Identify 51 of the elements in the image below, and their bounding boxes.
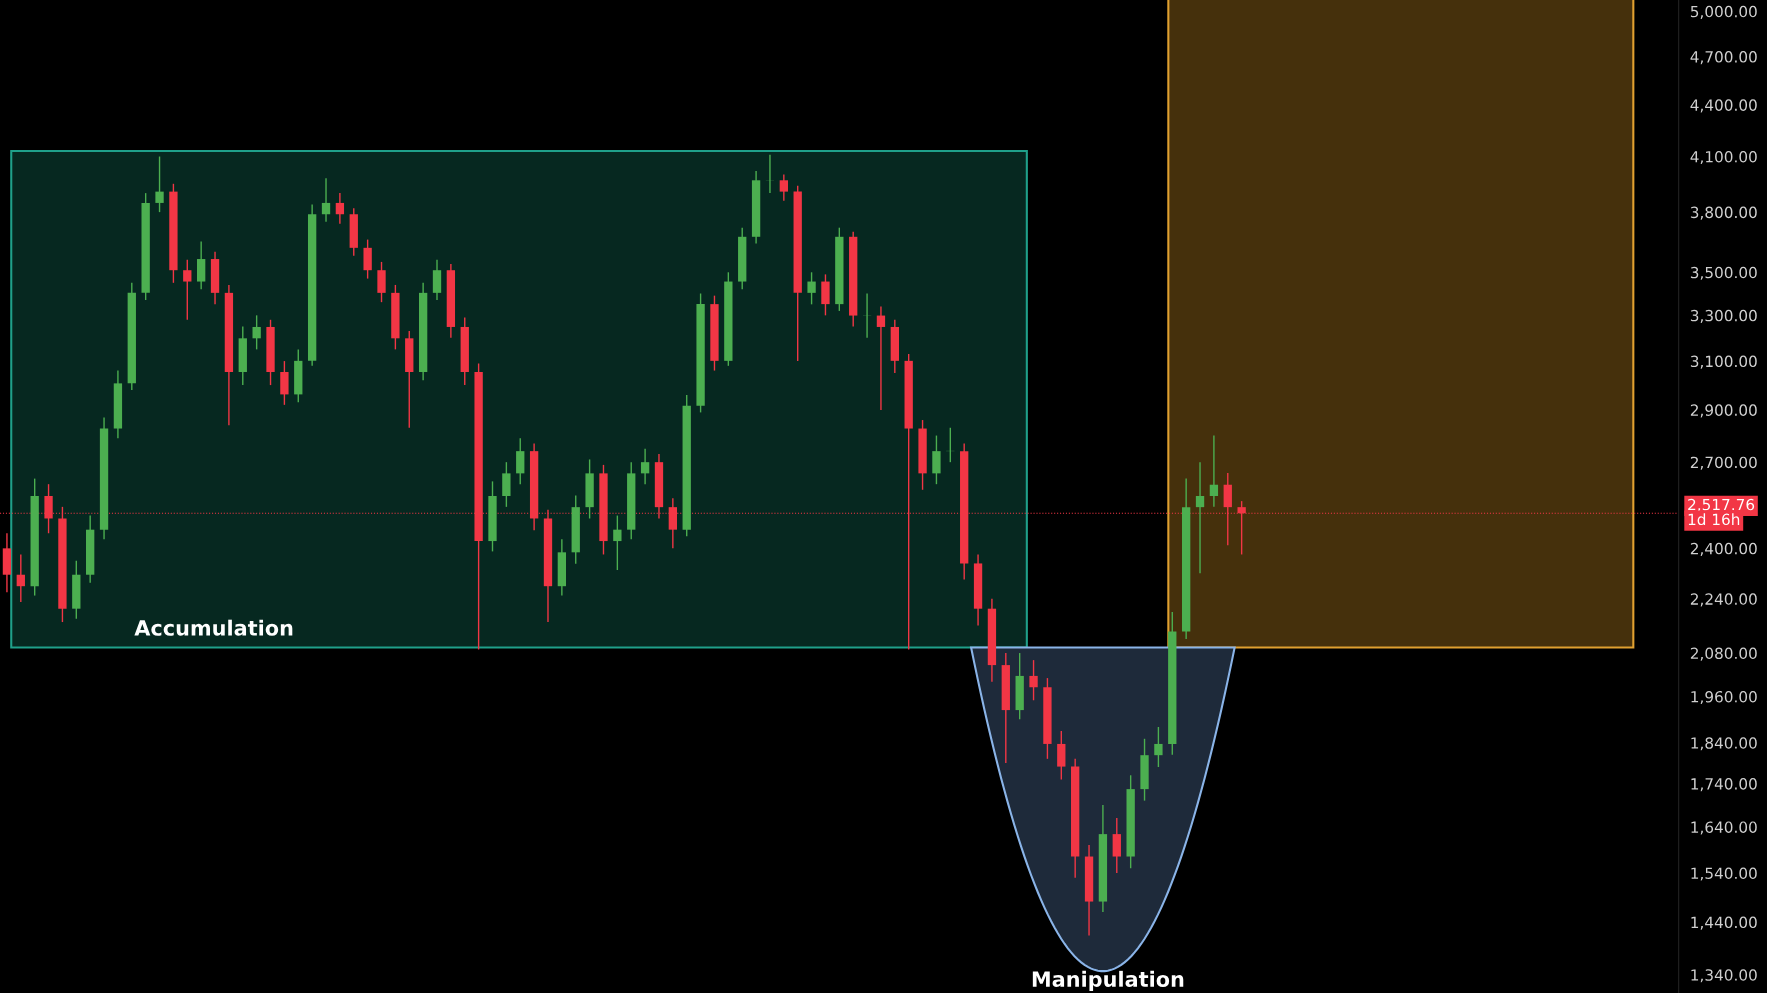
- y-tick-label: 3,500.00: [1690, 266, 1757, 280]
- y-tick-label: 3,300.00: [1690, 309, 1757, 323]
- y-tick-label: 4,700.00: [1690, 51, 1757, 65]
- candlestick: [155, 155, 164, 213]
- y-tick-label: 4,400.00: [1690, 99, 1757, 113]
- y-tick-label: 2,700.00: [1690, 456, 1757, 470]
- candlestick: [807, 271, 816, 306]
- candlestick: [516, 437, 525, 485]
- y-tick-label: 3,800.00: [1690, 206, 1757, 220]
- candlestick: [363, 238, 372, 280]
- candlestick: [1029, 659, 1038, 701]
- candlestick: [16, 553, 25, 603]
- y-tick-label: 5,000.00: [1690, 5, 1757, 19]
- candlestick: [779, 173, 788, 202]
- ref-line-label: 2,517.76: [1688, 498, 1755, 512]
- candlestick: [377, 261, 386, 303]
- annotation: Accumulation: [134, 619, 293, 636]
- annotation: Manipulation: [1032, 970, 1184, 992]
- candlestick: [1209, 434, 1219, 508]
- candlestick: [613, 514, 622, 571]
- y-tick-label: 3,100.00: [1690, 355, 1757, 369]
- y-tick-label: 2,240.00: [1690, 593, 1757, 607]
- candlestick: [335, 192, 345, 225]
- y-tick-label: 1,540.00: [1691, 867, 1757, 881]
- candlestick: [640, 448, 650, 485]
- candlestick: [1154, 726, 1163, 768]
- candlestick: [252, 314, 261, 351]
- y-tick-label: 2,900.00: [1690, 404, 1757, 418]
- y-tick-label: 1,340.00: [1691, 969, 1757, 983]
- y-tick-label: 1,440.00: [1691, 916, 1757, 930]
- candlestick: [876, 305, 886, 411]
- candlestick: [932, 434, 941, 485]
- candlestick: [1057, 730, 1066, 781]
- candlestick: [183, 259, 192, 321]
- y-tick-label: 4,100.00: [1690, 150, 1757, 165]
- candlestick: [821, 273, 830, 317]
- candlestick: [280, 360, 289, 406]
- candlestick: [502, 461, 511, 508]
- y-tick-label: 1,740.00: [1691, 778, 1757, 792]
- y-tick-label: 1,640.00: [1691, 821, 1757, 835]
- candlestick: [432, 259, 442, 301]
- y-tick-label: 1,960.00: [1691, 690, 1757, 705]
- candlestick: [862, 292, 872, 339]
- y-tick-label: 1,840.00: [1691, 737, 1757, 751]
- candlestick: [1112, 817, 1121, 874]
- text: 1d 16h: [1688, 513, 1740, 526]
- candlestick: [321, 177, 331, 223]
- candlestick: [197, 240, 206, 290]
- candlestick: [1195, 461, 1205, 574]
- y-tick-label: 2,080.00: [1690, 647, 1757, 661]
- y-tick-label: 2,400.00: [1690, 542, 1757, 556]
